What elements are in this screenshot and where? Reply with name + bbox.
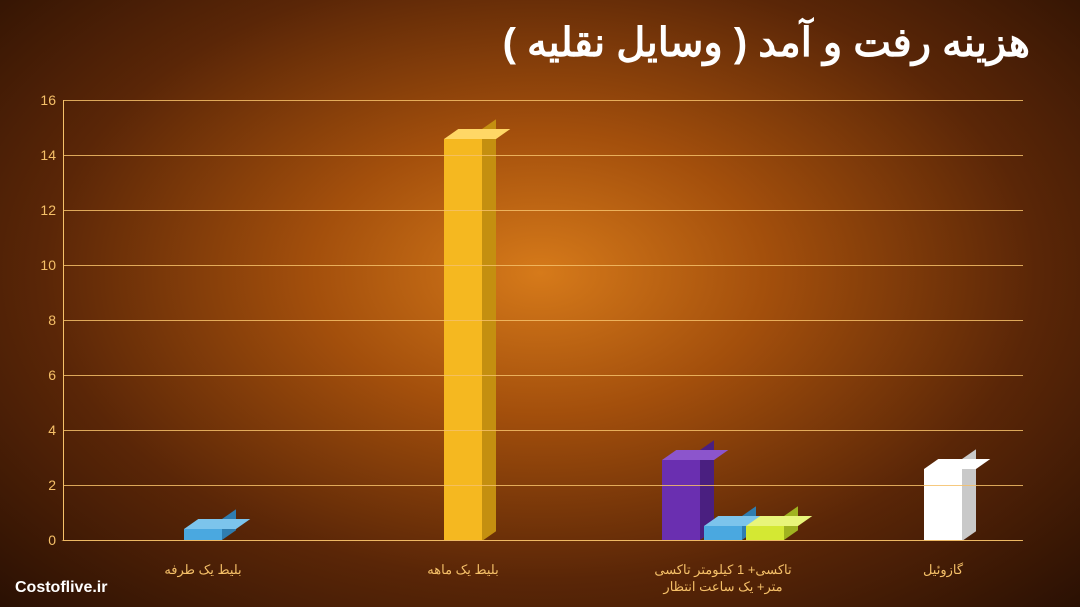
- bar: [662, 460, 700, 540]
- gridline: [63, 485, 1023, 486]
- gridline: [63, 210, 1023, 211]
- chart-floor: [32, 540, 1023, 558]
- bar: [184, 529, 222, 540]
- gridline: [63, 265, 1023, 266]
- gridline: [63, 430, 1023, 431]
- x-axis-label: بلیط یک طرفه: [164, 562, 241, 579]
- gridline: [63, 155, 1023, 156]
- chart-title: هزینه رفت و آمد ( وسایل نقلیه ): [503, 20, 1030, 66]
- y-tick-label: 4: [32, 422, 56, 438]
- bar: [746, 526, 784, 540]
- x-axis-label: تاکسی+ 1 کیلومتر تاکسی متر+ یک ساعت انتظ…: [654, 562, 791, 596]
- y-tick-label: 2: [32, 477, 56, 493]
- bar: [924, 469, 962, 541]
- y-tick-label: 10: [32, 257, 56, 273]
- y-tick-label: 6: [32, 367, 56, 383]
- gridline: [63, 375, 1023, 376]
- x-axis-label: گازوئیل: [923, 562, 963, 579]
- y-tick-label: 16: [32, 92, 56, 108]
- y-tick-label: 8: [32, 312, 56, 328]
- gridline: [63, 320, 1023, 321]
- chart-area: 0246810121416 بلیط یک طرفهبلیط یک ماههتا…: [60, 100, 1030, 540]
- y-tick-label: 14: [32, 147, 56, 163]
- y-tick-label: 12: [32, 202, 56, 218]
- attribution-text: Costoflive.ir: [15, 579, 107, 597]
- bar: [704, 526, 742, 540]
- x-axis-label: بلیط یک ماهه: [427, 562, 498, 579]
- bar: [444, 139, 482, 541]
- gridline: [63, 100, 1023, 101]
